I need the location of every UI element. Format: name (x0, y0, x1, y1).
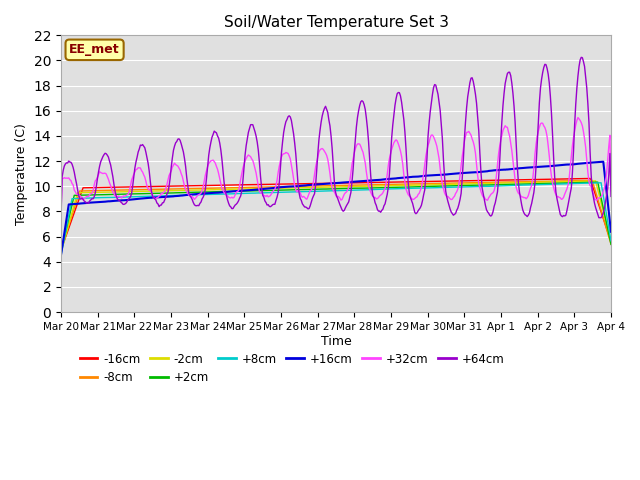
Y-axis label: Temperature (C): Temperature (C) (15, 123, 28, 225)
Title: Soil/Water Temperature Set 3: Soil/Water Temperature Set 3 (223, 15, 449, 30)
Text: EE_met: EE_met (69, 43, 120, 56)
X-axis label: Time: Time (321, 335, 351, 348)
Legend: -16cm, -8cm, -2cm, +2cm, +8cm, +16cm, +32cm, +64cm: -16cm, -8cm, -2cm, +2cm, +8cm, +16cm, +3… (75, 348, 509, 389)
